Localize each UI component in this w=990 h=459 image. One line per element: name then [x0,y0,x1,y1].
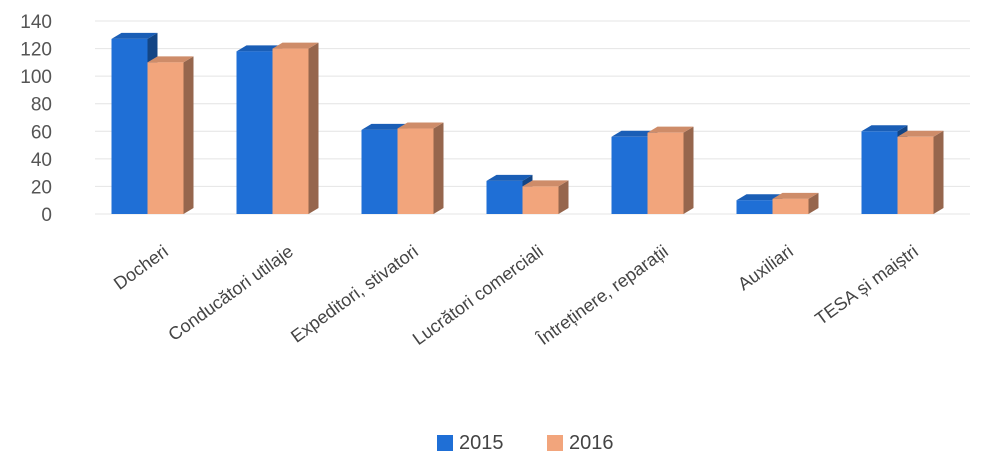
bar-front [522,186,559,214]
bar-top [611,130,658,137]
bar-2016 [647,126,694,214]
bar-top [397,122,444,129]
bar-front [361,129,398,214]
y-tick-label: 120 [20,40,52,61]
category-label: TESA și maiștri [811,241,921,329]
bar-front [111,38,148,214]
y-tick-label: 60 [31,122,52,143]
bar-front [272,48,309,215]
bar-top [361,123,408,130]
y-tick-label: 80 [31,95,52,116]
bar-side [183,56,194,214]
bar-front [647,132,684,214]
bar-side [808,192,819,214]
category-label: Auxiliari [734,241,797,294]
y-axis-ticks: 0 20 40 60 80 100 120 140 [20,12,52,226]
bar-top [486,174,533,181]
legend-swatch [437,435,453,451]
category-label: Lucrători comerciali [409,241,547,349]
bar-side [308,42,319,215]
bar-2016 [522,180,569,214]
bar-side [433,122,444,214]
bars [111,32,944,215]
bar-2016 [772,192,819,214]
legend-label: 2016 [569,432,614,454]
bar-top [647,126,694,133]
bar-top [736,194,783,201]
bar-front [736,200,773,214]
y-tick-label: 140 [20,12,52,33]
bar-front [236,51,273,215]
bar-2016 [272,42,319,215]
y-tick-label: 0 [41,205,52,226]
legend: 2015 2016 [437,432,614,454]
category-label: Întreținere, reparații [533,241,672,350]
bar-side [683,126,694,214]
bar-front [897,136,934,214]
bar-top [236,45,283,52]
bar-top [272,42,319,49]
legend-item-2016: 2016 [547,432,614,454]
legend-label: 2015 [459,432,504,454]
bar-front [397,128,434,214]
bar-front [486,180,523,214]
bar-top [897,130,944,137]
legend-item-2015: 2015 [437,432,504,454]
bar-top [111,32,158,39]
bar-2016 [897,130,944,214]
y-tick-label: 100 [20,67,52,88]
bar-top [772,192,819,199]
bar-top [522,180,569,187]
bar-front [611,136,648,214]
category-label: Docheri [110,241,172,294]
category-label: Conducători utilaje [164,241,296,345]
bar-top [861,125,908,132]
bar-front [861,131,898,214]
category-label: Expeditori, stivatori [287,241,422,347]
bar-side [558,180,569,214]
bar-2016 [397,122,444,214]
y-tick-label: 40 [31,150,52,171]
bar-front [772,198,809,214]
bar-side [933,130,944,214]
bar-front [147,62,184,214]
legend-swatch [547,435,563,451]
bar-top [147,56,194,63]
bar-2016 [147,56,194,214]
y-tick-label: 20 [31,177,52,198]
